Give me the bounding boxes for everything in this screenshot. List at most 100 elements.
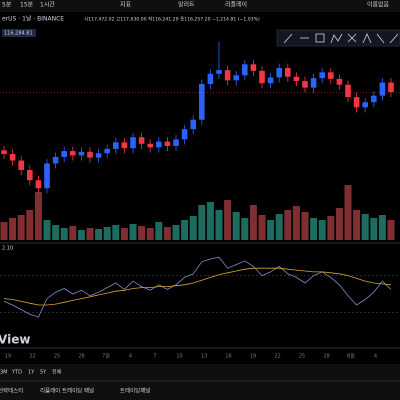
- volume-bar: [353, 210, 361, 240]
- candle-body: [27, 170, 33, 181]
- toolbar-item[interactable]: 리플레이: [225, 1, 247, 9]
- volume-bar: [327, 216, 335, 240]
- x-tick-label: 7월: [102, 353, 110, 360]
- x-tick-label: 25: [54, 354, 60, 360]
- volume-bar: [258, 215, 266, 240]
- volume-bar: [112, 225, 120, 240]
- tool-arrow[interactable]: [389, 33, 399, 44]
- volume-bar: [189, 216, 197, 240]
- candle-body: [242, 64, 248, 76]
- volume-bar: [275, 214, 283, 240]
- volume-bar: [172, 225, 180, 240]
- x-tick-label: 16: [225, 354, 231, 360]
- candle-body: [336, 78, 343, 85]
- volume-bar: [378, 215, 386, 240]
- volume-bar: [241, 218, 249, 240]
- top-toolbar: [0, 0, 400, 12]
- candle-body: [379, 82, 386, 96]
- volume-bar: [77, 230, 85, 240]
- candle-body: [138, 137, 145, 144]
- panel-tab[interactable]: 트레이딩패널: [120, 387, 150, 395]
- candle-body: [18, 160, 24, 171]
- toolbar-item[interactable]: 알러트: [178, 1, 195, 9]
- candle-body: [95, 153, 102, 158]
- candle-body: [388, 82, 394, 93]
- volume-bar: [120, 228, 128, 240]
- candle-body: [181, 129, 188, 140]
- candle-body: [173, 139, 179, 146]
- volume-bar: [9, 218, 17, 240]
- candle-body: [70, 151, 76, 156]
- candle-body: [199, 83, 205, 120]
- candle-body: [310, 78, 317, 88]
- volume-bar: [0, 222, 8, 240]
- x-tick-label: 28: [78, 354, 84, 360]
- range-button[interactable]: 3M: [0, 370, 8, 376]
- toolbar-item[interactable]: 1시간: [40, 1, 55, 9]
- candle-body: [302, 81, 308, 88]
- volume-bar: [206, 202, 214, 240]
- volume-bar: [34, 192, 42, 240]
- candle-body: [353, 97, 360, 108]
- candle-body: [113, 142, 119, 149]
- candle-body: [156, 141, 162, 148]
- volume-bar: [17, 215, 25, 240]
- candle-body: [250, 64, 257, 71]
- candle-body: [35, 180, 42, 189]
- tool-line[interactable]: [283, 33, 293, 44]
- volume-bar: [95, 229, 103, 240]
- volume-bar: [198, 205, 206, 240]
- volume-bar: [387, 220, 395, 240]
- volume-bar: [163, 227, 171, 240]
- layout-name[interactable]: 이름없음: [367, 1, 390, 9]
- candle-body: [87, 151, 93, 158]
- toolbar-item[interactable]: 5분: [2, 2, 12, 9]
- candle-body: [328, 72, 334, 79]
- candle-body: [371, 95, 377, 103]
- candle-body: [233, 75, 239, 81]
- range-button[interactable]: 전체: [52, 369, 62, 376]
- x-tick-label: 25: [299, 354, 305, 360]
- candle-body: [104, 148, 110, 154]
- bottom-bar: [0, 364, 400, 400]
- volume-bar: [335, 208, 343, 240]
- volume-bar: [284, 210, 292, 240]
- tool-fib[interactable]: [362, 33, 372, 44]
- drawing-tools[interactable]: [276, 29, 400, 47]
- candle-body: [78, 151, 85, 156]
- candle-body: [207, 73, 214, 84]
- candle-body: [61, 151, 67, 157]
- x-tick-label: 8월: [347, 353, 355, 360]
- tool-ray[interactable]: [376, 33, 385, 44]
- x-tick-label: 13: [201, 354, 207, 360]
- panel-tab[interactable]: 리플레이 트레이딩 패널: [40, 387, 94, 395]
- rsi-line: [3, 256, 392, 318]
- symbol-name: erUS · 1날 · BINANCE: [2, 15, 64, 23]
- tool-pattern[interactable]: [330, 33, 343, 44]
- range-button[interactable]: 5Y: [40, 370, 47, 376]
- volume-bar: [249, 205, 257, 240]
- range-button[interactable]: YTD: [11, 370, 22, 376]
- toolbar-item[interactable]: 15분: [20, 2, 34, 9]
- volume-bar: [146, 228, 154, 240]
- x-tick-label: 4: [374, 354, 377, 360]
- range-button[interactable]: 1Y: [28, 370, 35, 376]
- volume-bar: [215, 210, 223, 240]
- x-tick-label: 4: [129, 354, 132, 360]
- candle-body: [190, 119, 196, 130]
- candle-body: [293, 76, 300, 82]
- candle-body: [44, 163, 50, 189]
- volume-bar: [292, 206, 300, 240]
- price-box-text: 116,284.81: [4, 31, 33, 37]
- volume-bar: [52, 225, 60, 240]
- drawing-toolbar: [276, 29, 400, 47]
- candle-body: [267, 77, 274, 84]
- panel-tab[interactable]: 전략테스터: [0, 387, 23, 395]
- volume-bar: [60, 228, 68, 240]
- volume-bar: [181, 220, 189, 240]
- tool-rect[interactable]: [315, 33, 325, 43]
- toolbar-item[interactable]: 지표: [120, 1, 132, 9]
- candle-body: [9, 153, 16, 161]
- tool-cross[interactable]: [347, 33, 357, 43]
